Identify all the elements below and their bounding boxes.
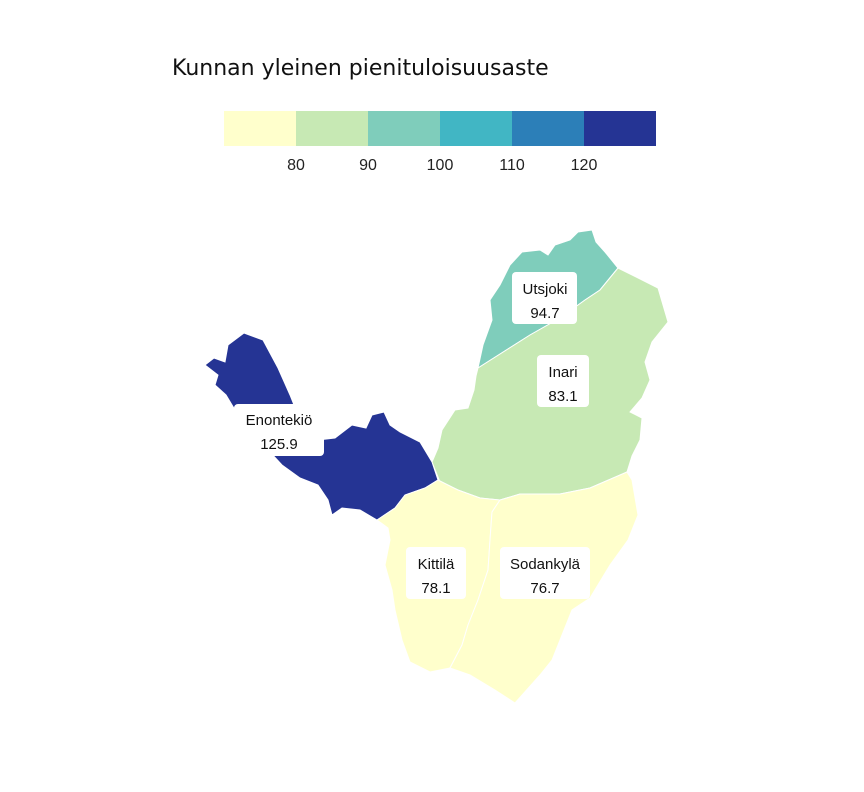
map-title: Kunnan yleinen pienituloisuusaste (172, 56, 549, 81)
label-utsjoki: Utsjoki 94.7 (512, 272, 577, 324)
legend-swatch-0 (224, 111, 296, 146)
label-utsjoki-value: 94.7 (530, 305, 559, 322)
legend-swatch-5 (584, 111, 656, 146)
label-enontekio: Enontekiö 125.9 (234, 404, 324, 456)
label-kittila-name: Kittilä (418, 556, 455, 573)
label-kittila: Kittilä 78.1 (406, 547, 466, 599)
legend-swatch-1 (296, 111, 368, 146)
label-sodankyla-name: Sodankylä (510, 556, 581, 573)
label-kittila-value: 78.1 (421, 580, 450, 597)
color-legend: 80 90 100 110 120 (224, 111, 656, 174)
legend-tick-label: 90 (359, 157, 377, 174)
legend-tick-label: 110 (499, 157, 525, 174)
label-inari-value: 83.1 (548, 388, 577, 405)
legend-tick-label: 100 (427, 157, 454, 174)
label-inari-name: Inari (548, 364, 577, 381)
label-enontekio-name: Enontekiö (246, 412, 313, 429)
legend-swatch-2 (368, 111, 440, 146)
label-enontekio-value: 125.9 (260, 436, 298, 453)
label-utsjoki-name: Utsjoki (522, 281, 567, 298)
label-sodankyla-value: 76.7 (530, 580, 559, 597)
label-sodankyla: Sodankylä 76.7 (500, 547, 590, 599)
legend-tick-label: 80 (287, 157, 305, 174)
legend-swatch-4 (512, 111, 584, 146)
legend-tick-label: 120 (571, 157, 598, 174)
label-inari: Inari 83.1 (537, 355, 589, 407)
legend-swatch-3 (440, 111, 512, 146)
